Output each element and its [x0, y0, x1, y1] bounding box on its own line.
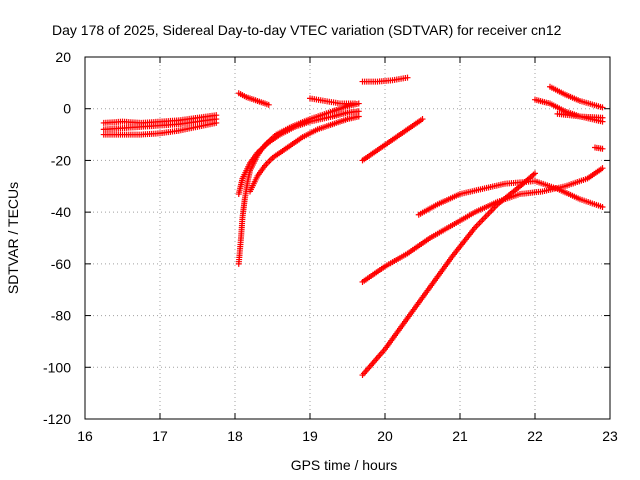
data-point	[532, 170, 538, 177]
x-tick-label: 18	[227, 428, 243, 444]
data-point	[419, 116, 426, 123]
x-tick-label: 17	[152, 428, 168, 444]
series-3	[100, 119, 220, 138]
series-12	[359, 165, 606, 285]
series-16	[554, 110, 606, 121]
data-point	[213, 119, 220, 126]
data-point	[213, 112, 220, 119]
x-tick-label: 20	[377, 428, 393, 444]
data-point	[355, 113, 362, 120]
axes: 16 17 18 19 20 21 22 23 -120 -100 -80 -60 -40 -20 0 20	[43, 49, 618, 444]
series-2	[100, 112, 220, 126]
x-tick-label: 19	[302, 428, 318, 444]
series-14	[532, 96, 606, 125]
y-tick-label: -120	[43, 411, 71, 427]
series-17	[592, 144, 606, 152]
data-point	[599, 104, 606, 111]
data-point	[599, 145, 606, 152]
series-4	[235, 90, 272, 108]
series-7	[247, 113, 362, 195]
y-axis-label: SDTVAR / TECUs	[5, 182, 21, 294]
y-tick-label: -80	[51, 308, 71, 324]
y-tick-label: -100	[43, 359, 71, 375]
series-15	[547, 83, 606, 111]
data-point	[404, 74, 411, 81]
data-marks	[100, 74, 606, 379]
data-point	[599, 114, 606, 121]
y-tick-label: -40	[51, 204, 71, 220]
data-point	[599, 165, 606, 172]
grid	[85, 57, 610, 419]
series-9	[359, 74, 411, 85]
series-8	[307, 95, 358, 107]
plot-frame	[84, 56, 611, 420]
data-point	[599, 203, 606, 210]
x-tick-label: 16	[77, 428, 93, 444]
series-6	[235, 108, 362, 198]
y-tick-label: -20	[51, 152, 71, 168]
y-tick-label: 0	[63, 101, 71, 117]
series-10	[359, 116, 426, 164]
x-tick-label: 21	[452, 428, 468, 444]
x-axis-label: GPS time / hours	[291, 457, 398, 473]
y-tick-label: -60	[51, 256, 71, 272]
x-tick-label: 22	[527, 428, 543, 444]
series-13	[359, 170, 538, 379]
chart-title: Day 178 of 2025, Sidereal Day-to-day VTE…	[52, 22, 562, 38]
x-tick-label: 23	[602, 428, 618, 444]
data-point	[265, 101, 272, 108]
data-point	[352, 100, 358, 107]
data-point	[355, 108, 362, 115]
y-tick-label: 20	[55, 49, 71, 65]
